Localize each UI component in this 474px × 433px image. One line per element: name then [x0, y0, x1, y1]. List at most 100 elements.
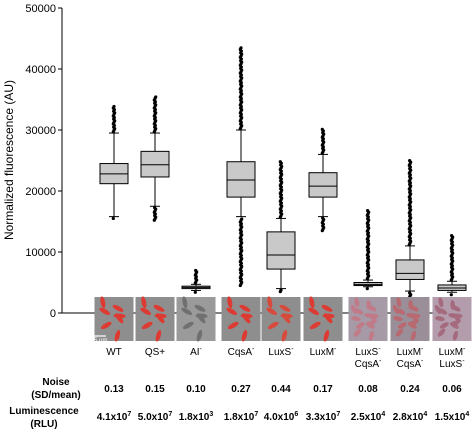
cell-mark: [309, 296, 315, 309]
outlier-point: [408, 291, 412, 295]
cell-mark: [324, 313, 333, 324]
thumbnail-6: [348, 297, 388, 341]
y-axis: 0 10000 20000 30000 40000 50000: [25, 3, 468, 320]
cell-mark: [364, 313, 375, 318]
cell-mark: [355, 322, 365, 329]
category-label: LuxS-: [355, 346, 381, 358]
thumbnail-background: [261, 297, 301, 341]
outlier-point: [193, 290, 197, 294]
thumbnail-background: [94, 297, 134, 341]
category-labels: WT QS+ AI- CqsA- LuxS- LuxM- LuxS-CqsA-LuxM-Cq…: [106, 346, 466, 370]
luminescence-value: 2.5x104: [351, 411, 386, 423]
cell-mark: [156, 313, 165, 324]
noise-value: 0.13: [104, 384, 124, 395]
cell-mark: [194, 304, 206, 312]
luminescence-value: 5.0x107: [138, 411, 173, 423]
cell-mark: [397, 322, 407, 329]
outlier-point: [153, 205, 157, 210]
cell-mark: [141, 321, 153, 330]
cell-mark: [140, 307, 152, 316]
box-7: [395, 159, 425, 300]
category-label: LuxM-: [397, 346, 424, 358]
thumbnail-7: [390, 297, 430, 341]
cell-mark: [267, 296, 273, 309]
cell-mark: [309, 321, 321, 330]
box-iqr: [140, 150, 170, 178]
outlier-point: [449, 293, 453, 297]
luminescence-value: 2.8x104: [393, 411, 428, 423]
outlier-point: [278, 160, 282, 164]
cell-mark: [266, 307, 278, 316]
outlier-point: [239, 46, 243, 50]
thumbnail-background: [303, 297, 343, 341]
cell-mark: [392, 316, 403, 322]
thumbnail-0: [94, 296, 134, 342]
category-label: LuxM-: [310, 346, 337, 358]
cell-mark: [182, 321, 194, 330]
cell-mark: [282, 313, 291, 324]
noise-value: 0.15: [145, 384, 165, 395]
cell-mark: [366, 322, 375, 329]
luminescence-value: 1.8x107: [224, 411, 259, 423]
cell-mark: [281, 329, 288, 342]
luminescence-row-label-line2: (RLU): [30, 419, 57, 430]
box-series: [99, 46, 467, 300]
cell-mark: [239, 304, 251, 312]
box-iqr: [226, 161, 256, 198]
cell-mark: [448, 313, 459, 318]
cell-mark: [181, 307, 193, 316]
outlier-point: [111, 216, 115, 221]
box-3: [226, 46, 256, 288]
category-label-line2: CqsA-: [397, 358, 424, 370]
outlier-point: [279, 288, 283, 292]
luminescence-value: 4.0x106: [264, 411, 299, 423]
scale-bar-label: 5 µm: [94, 338, 107, 344]
cell-mark: [141, 296, 147, 309]
cell-mark: [408, 299, 413, 310]
microscopy-thumbnails: [94, 296, 472, 342]
luminescence-value: 1.5x104: [435, 411, 470, 423]
outlier-point: [366, 209, 370, 213]
cell-mark: [350, 316, 361, 322]
noise-value: 0.06: [442, 384, 462, 395]
noise-value: 0.10: [186, 384, 206, 395]
category-label-line2: CqsA-: [355, 358, 382, 370]
outlier-point: [321, 216, 325, 220]
cell-mark: [112, 304, 124, 312]
box-iqr: [395, 259, 425, 280]
cell-mark: [241, 329, 248, 342]
box-1: [140, 95, 170, 222]
category-label: LuxM-: [439, 346, 466, 358]
y-tick-label: 40000: [25, 64, 56, 76]
outlier-point: [154, 95, 158, 99]
luminescence-value: 4.1x107: [97, 411, 132, 423]
category-label: QS+: [145, 347, 165, 358]
category-label: AI-: [190, 346, 202, 358]
category-label: WT: [106, 347, 122, 358]
box-4: [266, 160, 296, 294]
cell-mark: [114, 329, 121, 342]
cell-mark: [227, 296, 233, 309]
cell-mark: [226, 307, 238, 316]
cell-mark: [350, 305, 358, 314]
noise-value: 0.08: [358, 384, 378, 395]
cell-mark: [408, 322, 417, 329]
cell-mark: [452, 330, 459, 341]
y-axis-label: Normalized fluorescence (AU): [2, 80, 16, 240]
cell-mark: [366, 299, 371, 310]
cell-mark: [354, 297, 360, 308]
box-8: [437, 234, 467, 297]
luminescence-value: 3.3x107: [306, 411, 341, 423]
noise-value: 0.24: [400, 384, 420, 395]
noise-values: 0.13 0.15 0.10 0.27 0.44 0.17 0.08 0.24 0.06: [104, 384, 462, 395]
outlier-point: [112, 104, 116, 109]
cell-mark: [323, 329, 330, 342]
thumbnail-2: [176, 296, 216, 342]
outlier-point: [240, 217, 244, 221]
cell-mark: [197, 313, 206, 324]
outlier-point: [408, 159, 412, 163]
thumbnail-1: [135, 296, 175, 342]
cell-mark: [267, 321, 279, 330]
thumbnail-background: [176, 297, 216, 341]
cell-mark: [155, 329, 162, 342]
